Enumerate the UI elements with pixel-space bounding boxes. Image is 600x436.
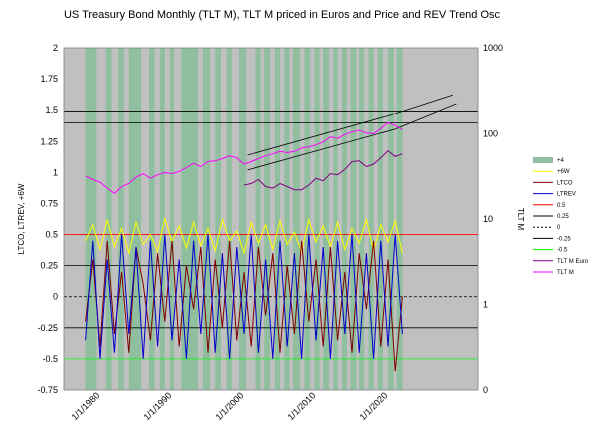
green-band-12 xyxy=(255,48,261,390)
y-axis-left-title: LTCO, LTREV, +6W xyxy=(17,183,26,254)
y-left-tick-label: -0.75 xyxy=(37,385,58,395)
x-tick-label: 1/1/2020 xyxy=(358,390,390,422)
legend-label: TLT M xyxy=(557,270,574,276)
green-band-9 xyxy=(215,48,221,390)
y-left-tick-label: 0 xyxy=(53,292,58,302)
legend-label: 0 xyxy=(557,225,561,231)
y-right-tick-label: 10 xyxy=(483,214,493,224)
y-left-tick-label: 0.25 xyxy=(40,261,58,271)
green-band-17 xyxy=(304,48,311,390)
y-left-tick-label: 0.75 xyxy=(40,198,58,208)
green-band-2 xyxy=(118,48,124,390)
green-band-10 xyxy=(226,48,232,390)
plot-frame xyxy=(63,47,479,391)
green-band-21 xyxy=(341,48,347,390)
green-band-15 xyxy=(284,48,290,390)
green-band-3 xyxy=(128,48,142,390)
trend-line-3 xyxy=(395,103,457,130)
green-band-8 xyxy=(202,48,211,390)
green-band-6 xyxy=(169,48,175,390)
green-band-24 xyxy=(368,48,374,390)
green-band-4 xyxy=(148,48,155,390)
green-band-19 xyxy=(323,48,329,390)
legend-swatch xyxy=(533,157,553,163)
green-band-20 xyxy=(333,48,338,390)
y-axis-right-title: TLT M xyxy=(516,208,525,231)
trend-line-2 xyxy=(395,94,453,115)
series-6w xyxy=(85,216,403,256)
series-ltco xyxy=(85,240,403,372)
series-tlt-m-euro xyxy=(243,150,403,191)
legend-label: 0.5 xyxy=(557,203,566,209)
y-right-tick-label: 0 xyxy=(483,385,488,395)
green-band-14 xyxy=(274,48,280,390)
legend-label: LTREV xyxy=(557,192,576,198)
green-band-25 xyxy=(377,48,383,390)
legend-label: LTCO xyxy=(557,180,573,186)
green-band-18 xyxy=(314,48,320,390)
green-band-13 xyxy=(264,48,270,390)
x-tick-label: 1/1/2000 xyxy=(214,390,246,422)
legend-label: -0.25 xyxy=(557,236,571,242)
green-band-5 xyxy=(159,48,165,390)
y-left-tick-label: 1.25 xyxy=(40,136,58,146)
green-band-7 xyxy=(181,48,198,390)
trend-line-0 xyxy=(247,113,394,156)
green-band-0 xyxy=(85,48,97,390)
y-left-tick-label: 0.5 xyxy=(45,230,58,240)
series-ltrev xyxy=(85,234,403,359)
green-band-1 xyxy=(105,48,112,390)
x-tick-label: 1/1/1990 xyxy=(142,390,174,422)
green-band-22 xyxy=(350,48,357,390)
y-left-tick-label: 1.5 xyxy=(45,105,58,115)
y-right-tick-label: 1000 xyxy=(483,43,503,53)
series-tlt-m xyxy=(85,121,403,194)
chart-title: US Treasury Bond Monthly (TLT M), TLT M … xyxy=(64,9,501,21)
green-band-11 xyxy=(238,48,247,390)
x-tick-label: 1/1/1980 xyxy=(70,390,102,422)
green-band-27 xyxy=(396,48,403,390)
y-right-tick-label: 100 xyxy=(483,129,498,139)
trend-line-1 xyxy=(247,128,396,171)
green-band-23 xyxy=(359,48,365,390)
green-band-16 xyxy=(292,48,301,390)
legend-label: 0.25 xyxy=(557,214,569,220)
y-left-tick-label: -0.25 xyxy=(37,323,58,333)
legend-label: +4 xyxy=(557,158,565,164)
x-tick-label: 1/1/2010 xyxy=(286,390,318,422)
green-band-26 xyxy=(388,48,394,390)
y-left-tick-label: 2 xyxy=(53,43,58,53)
y-left-tick-label: 1.75 xyxy=(40,74,58,84)
legend-label: +6W xyxy=(557,169,570,175)
legend-label: TLT M Euro xyxy=(557,259,589,265)
legend-label: -0.5 xyxy=(557,248,568,254)
y-left-tick-label: -0.5 xyxy=(42,354,58,364)
y-left-tick-label: 1 xyxy=(53,167,58,177)
y-right-tick-label: 1 xyxy=(483,300,488,310)
